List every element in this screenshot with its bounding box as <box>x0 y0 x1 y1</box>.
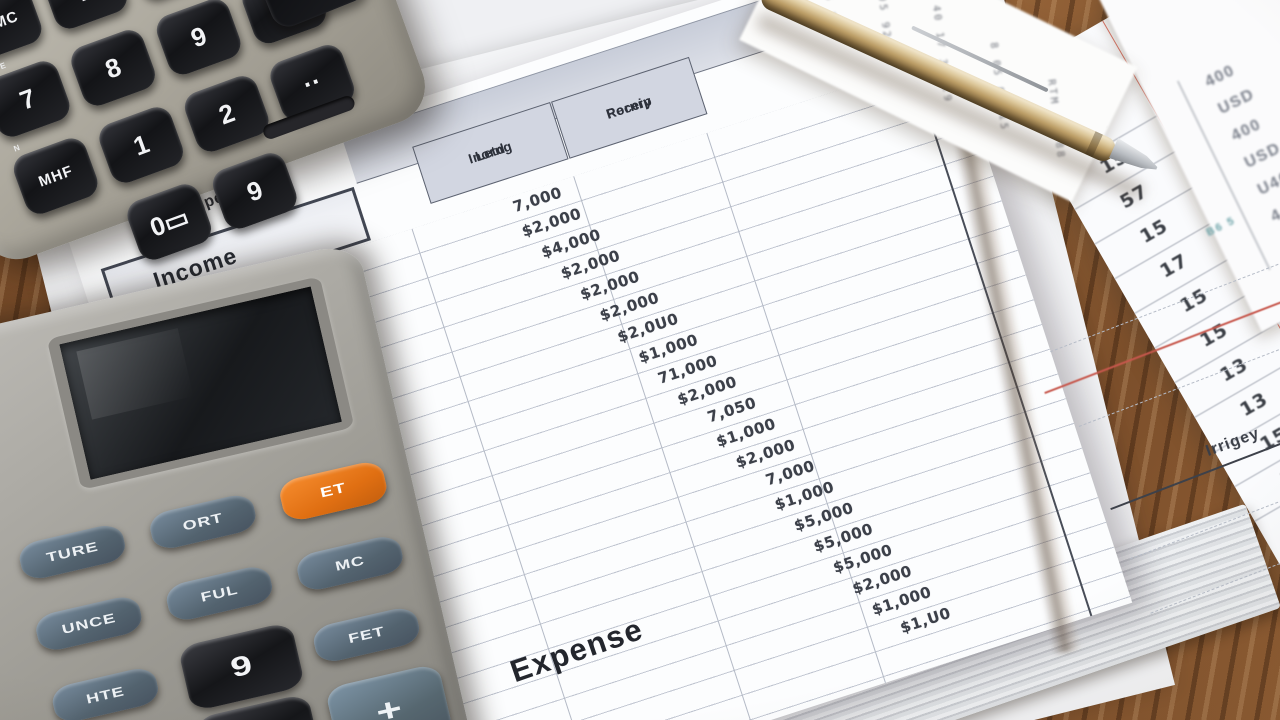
calculator-key-label: 9 <box>242 173 267 207</box>
calculator-display <box>46 276 355 490</box>
calculator-key: + <box>324 662 454 720</box>
calculator-key: HTE <box>49 664 162 720</box>
calculator-key: UNCE <box>33 593 145 654</box>
calculator-key: MC <box>294 533 406 594</box>
calculator-key: MME 7 <box>0 56 74 142</box>
handwritten-footnote: Irrigey <box>1203 424 1262 460</box>
calculator-key-label: MMC <box>0 7 21 37</box>
calculator-key: AME MMC <box>0 0 46 65</box>
calculator-key: N MHF <box>9 133 102 219</box>
calculator-key: 1 <box>38 0 132 33</box>
calculator-key-label: ·· <box>298 65 326 100</box>
calculator-key: ET <box>276 458 390 524</box>
calculator-key: 2 <box>180 71 274 156</box>
calculator-key-label: 0▭ <box>145 200 193 243</box>
calculator-key: 8 <box>66 25 160 111</box>
calculator-key: 9 <box>208 148 302 234</box>
calculator-key: TURE <box>16 521 129 583</box>
calculator-key-label: MHF <box>36 162 76 191</box>
calculator-key-label: 2 <box>214 96 239 130</box>
calculator-key-label: 7 <box>15 81 40 116</box>
dashed-rule <box>1150 476 1280 614</box>
calculator-key-sublabel: N <box>12 142 22 154</box>
currency-receipt-teal-note: B6 5 <box>1204 214 1238 239</box>
calculator-key: 0▭ <box>122 179 216 265</box>
calculator-key: 1 <box>94 102 188 188</box>
calculator-key: 9 <box>152 0 245 79</box>
calculator-key: ORT <box>147 491 259 553</box>
calculator-key-label: 9 <box>186 19 211 53</box>
calculator-key-sublabel: MME <box>0 60 8 77</box>
calculator-key-label: 1 <box>73 0 97 8</box>
calculator-key-label: 8 <box>101 50 125 85</box>
dashed-rule <box>1078 289 1280 427</box>
calculator-key: FUL <box>163 563 276 624</box>
calculator-key-label: 1 <box>129 127 153 162</box>
calculator-key: FET <box>310 604 423 665</box>
